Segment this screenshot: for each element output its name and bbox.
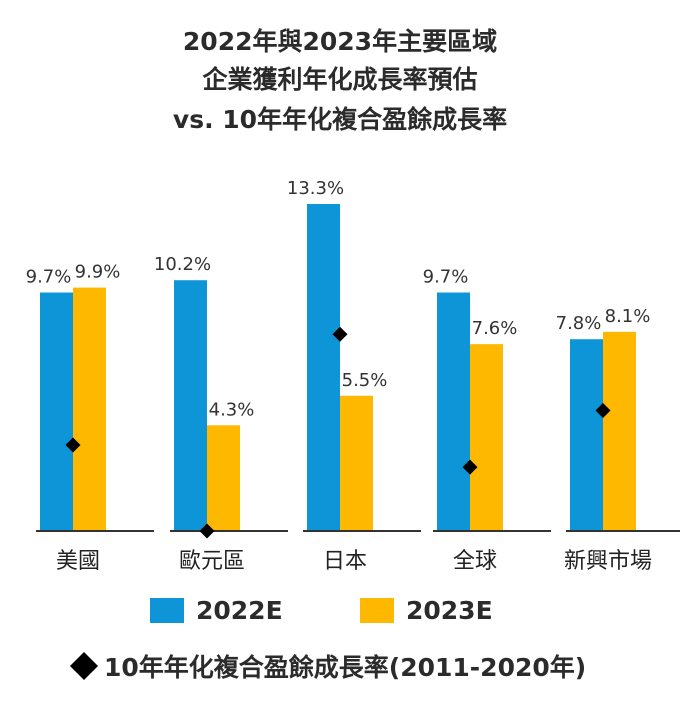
legend-label-marker: 10年年化複合盈餘成長率(2011-2020年) (104, 653, 587, 682)
legend-label-2022: 2022E (196, 596, 283, 625)
data-label-2023E-1: 4.3% (209, 399, 255, 420)
marker-diamond-2 (332, 326, 348, 342)
category-label-2: 日本 (323, 549, 367, 574)
bar-2023E-2 (340, 395, 373, 531)
bar-2022E-4 (570, 339, 603, 531)
chart-title-line-3: vs. 10年年化複合盈餘成長率 (172, 105, 508, 134)
legend-swatch-2023 (360, 598, 394, 623)
bar-2023E-1 (207, 425, 240, 531)
data-label-2023E-0: 9.9% (75, 262, 121, 283)
diamond-icon (70, 652, 98, 680)
data-label-2023E-4: 8.1% (605, 306, 651, 327)
bar-2023E-0 (73, 287, 106, 531)
category-label-1: 歐元區 (179, 549, 245, 574)
legend-item-marker: 10年年化複合盈餘成長率(2011-2020年) (68, 648, 586, 684)
data-label-2023E-2: 5.5% (342, 370, 388, 391)
chart-title-line-2: 企業獲利年化成長率預估 (202, 65, 478, 94)
bar-2022E-1 (174, 280, 207, 531)
marker-diamond-0 (65, 437, 81, 453)
data-label-2022E-0: 9.7% (26, 267, 72, 288)
bar-2022E-2 (307, 204, 340, 531)
chart-title-line-1: 2022年與2023年主要區域 (182, 27, 498, 56)
bar-2022E-0 (40, 292, 73, 531)
marker-diamond-1 (199, 523, 215, 539)
legend-item-2023: 2023E (360, 596, 493, 625)
bar-2022E-3 (437, 292, 470, 531)
category-label-4: 新興市場 (564, 549, 652, 574)
marker-diamond-4 (595, 403, 611, 419)
data-label-2022E-3: 9.7% (423, 267, 469, 288)
bar-2023E-3 (470, 344, 503, 531)
data-label-2022E-2: 13.3% (287, 178, 344, 199)
legend-label-2023: 2023E (406, 596, 493, 625)
legend-swatch-2022 (150, 598, 184, 623)
category-label-3: 全球 (453, 549, 497, 574)
data-label-2023E-3: 7.6% (472, 318, 518, 339)
category-label-0: 美國 (56, 549, 100, 574)
marker-diamond-3 (462, 459, 478, 475)
bar-2023E-4 (603, 331, 636, 531)
data-label-2022E-1: 10.2% (154, 254, 211, 275)
data-label-2022E-4: 7.8% (556, 313, 602, 334)
legend-item-2022: 2022E (150, 596, 283, 625)
